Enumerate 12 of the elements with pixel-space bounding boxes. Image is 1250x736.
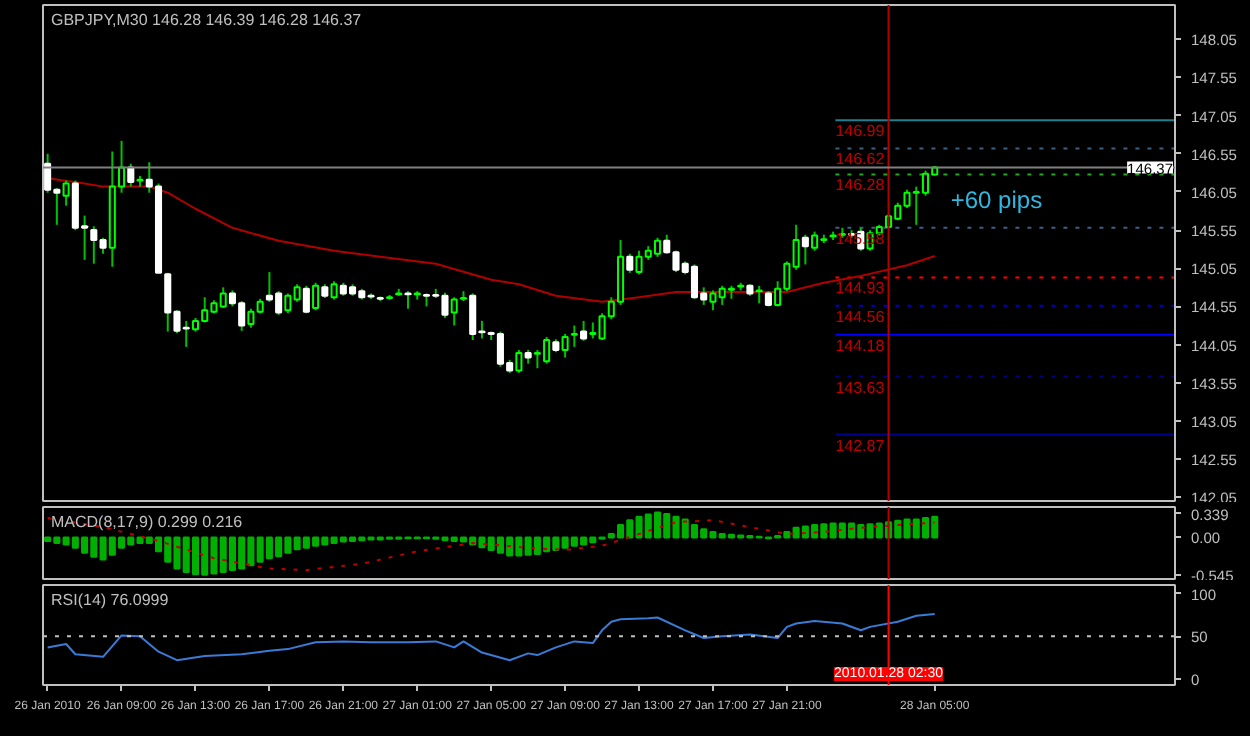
chart-title: MACD(8,17,9) 0.299 0.216 [51,513,244,531]
ref-line-label: 144.93 [835,279,886,298]
chart-title: GBPJPY,M30 146.28 146.39 146.28 146.37 [51,11,363,29]
ref-line-label: 144.18 [835,336,886,355]
ref-line-label: 146.28 [835,176,886,195]
annotation: +60 pips [950,185,1043,214]
ref-line-label: 146.62 [835,150,886,169]
ref-line-label: 142.87 [835,436,886,455]
ref-line-label: 144.56 [835,307,886,326]
ref-line-label: 143.63 [835,378,886,397]
chart-title: RSI(14) 76.0999 [51,591,170,609]
ref-line-label: 146.99 [835,122,886,141]
